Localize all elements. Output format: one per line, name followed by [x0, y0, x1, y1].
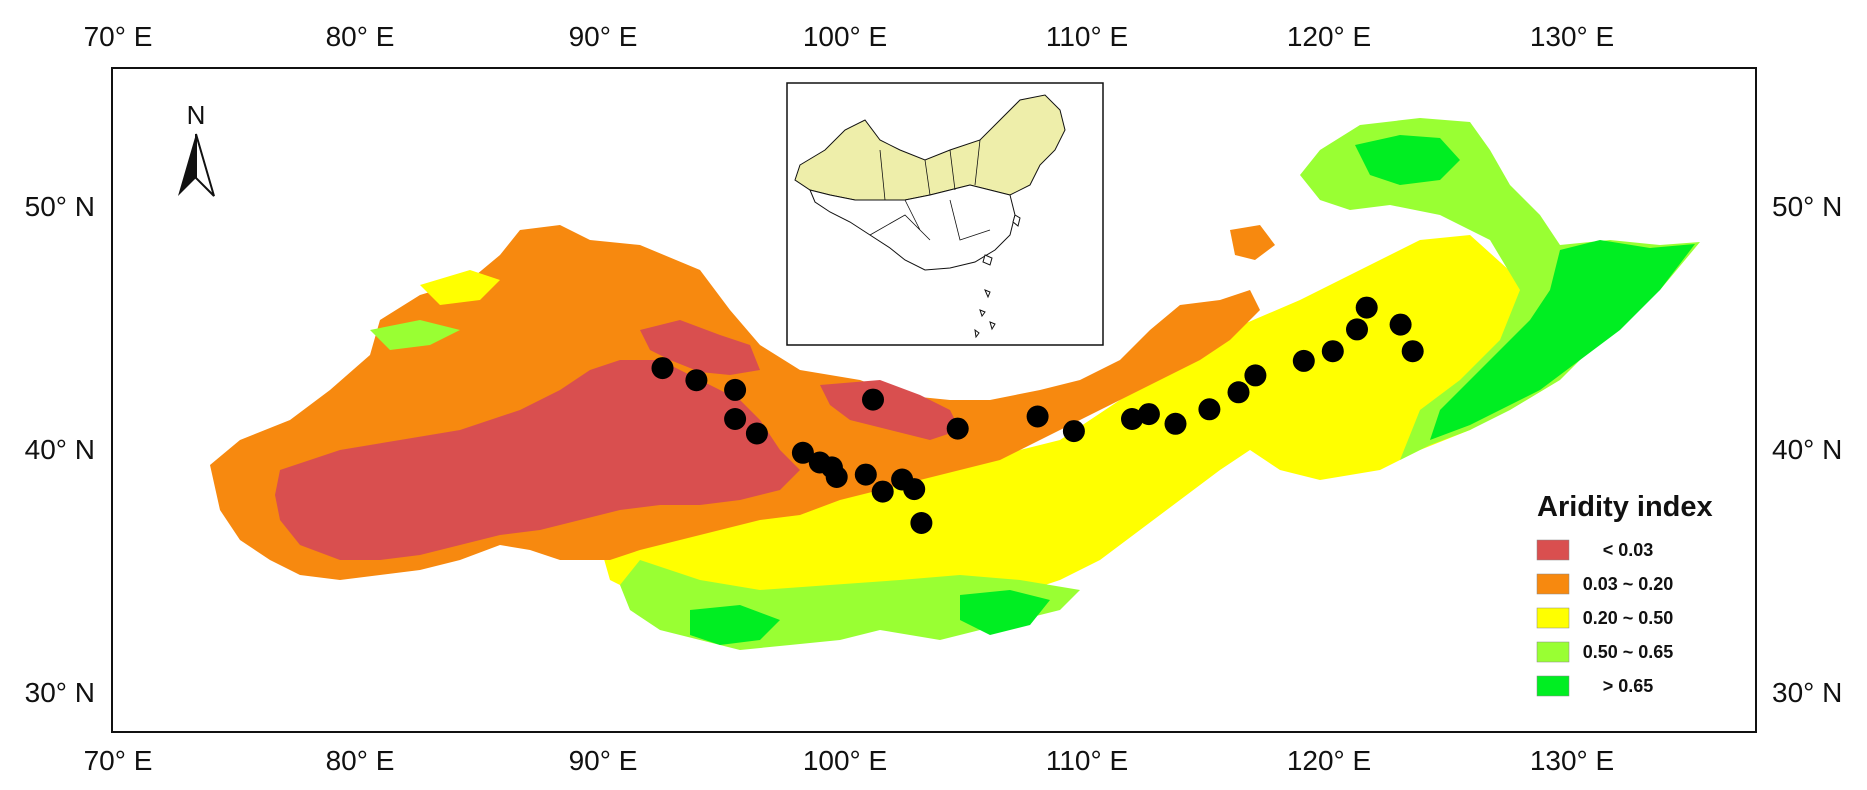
zone-arid-northeast [1230, 225, 1275, 260]
top-tick-100: 100° E [803, 21, 887, 52]
north-arrow-icon [178, 134, 196, 196]
sampling-sites [651, 296, 1424, 534]
zone-hyper-arid [275, 360, 800, 560]
top-tick-120: 120° E [1287, 21, 1371, 52]
bottom-tick-130: 130° E [1530, 745, 1614, 776]
right-tick-40: 40° N [1772, 434, 1842, 465]
site-marker-14 [910, 512, 933, 534]
right-tick-30: 30° N [1772, 677, 1842, 708]
site-marker-28 [1355, 296, 1378, 319]
legend-swatch-3 [1536, 607, 1570, 629]
site-marker-27 [1346, 318, 1368, 341]
site-marker-22 [1198, 398, 1221, 421]
legend-label-3: 0.20 ~ 0.50 [1583, 608, 1674, 628]
top-tick-130: 130° E [1530, 21, 1614, 52]
north-arrow-icon-right [195, 133, 215, 197]
left-axis: 50° N 40° N 30° N [25, 191, 95, 708]
inset-islands [974, 214, 1021, 339]
zone-hyper-arid-north [640, 320, 760, 375]
site-marker-24 [1244, 364, 1267, 387]
legend-entries: < 0.03 0.03 ~ 0.20 0.20 ~ 0.50 0.50 ~ 0.65 >… [1536, 539, 1674, 697]
inset-southern-region [809, 184, 1016, 271]
site-marker-13 [903, 478, 926, 501]
bottom-tick-80: 80° E [326, 745, 395, 776]
site-marker-19 [1121, 408, 1143, 430]
legend-title: Aridity index [1537, 491, 1713, 523]
legend-label-4: 0.50 ~ 0.65 [1583, 642, 1674, 662]
zone-humid-south [690, 605, 780, 645]
site-marker-23 [1227, 381, 1250, 404]
top-tick-70: 70° E [84, 21, 153, 52]
top-tick-80: 80° E [326, 21, 395, 52]
bottom-tick-110: 110° E [1046, 745, 1128, 776]
site-marker-21 [1164, 412, 1187, 435]
site-marker-26 [1321, 340, 1344, 363]
legend-swatch-4 [1536, 641, 1570, 663]
inset-map [786, 82, 1104, 346]
site-marker-4 [724, 408, 747, 430]
zone-hyper-arid-alxa [820, 380, 960, 440]
top-tick-110: 110° E [1046, 21, 1128, 52]
zone-semi-arid-tianshan [420, 270, 500, 305]
site-marker-18 [1062, 420, 1085, 443]
aridity-zones [210, 118, 1700, 650]
site-marker-20 [1137, 403, 1160, 426]
legend-swatch-1 [1536, 539, 1570, 561]
legend-label-5: > 0.65 [1603, 676, 1654, 696]
site-marker-3 [724, 378, 747, 401]
site-marker-11 [871, 480, 894, 503]
legend-swatch-5 [1536, 675, 1570, 697]
site-marker-1 [651, 357, 674, 380]
site-marker-5 [745, 422, 768, 445]
bottom-tick-100: 100° E [803, 745, 887, 776]
zone-humid-northeast [1430, 240, 1695, 440]
bottom-axis: 70° E 80° E 90° E 100° E 110° E 120° E 1… [84, 745, 1615, 776]
bottom-tick-90: 90° E [569, 745, 638, 776]
zone-sub-humid [1300, 118, 1700, 460]
left-tick-40: 40° N [25, 434, 95, 465]
left-tick-50: 50° N [25, 191, 95, 222]
zone-humid-south-east [960, 590, 1050, 635]
site-marker-16 [946, 417, 969, 440]
zone-sub-humid-tianshan [370, 320, 460, 350]
zone-semi-arid [600, 235, 1540, 620]
inset-province-lines [869, 139, 991, 241]
site-marker-15 [862, 388, 884, 411]
zone-humid-north [1355, 135, 1460, 185]
site-marker-10 [854, 463, 877, 486]
legend-label-1: < 0.03 [1603, 540, 1654, 560]
bottom-tick-120: 120° E [1287, 745, 1371, 776]
left-tick-30: 30° N [25, 677, 95, 708]
site-marker-25 [1292, 349, 1315, 372]
north-arrow-letter: N [187, 100, 206, 130]
right-axis: 50° N 40° N 30° N [1772, 191, 1842, 708]
site-marker-6 [791, 441, 814, 464]
north-arrow: N [178, 100, 215, 197]
right-tick-50: 50° N [1772, 191, 1842, 222]
legend: Aridity index < 0.03 0.03 ~ 0.20 0.20 ~ 0.… [1536, 491, 1713, 697]
legend-label-2: 0.03 ~ 0.20 [1583, 574, 1674, 594]
site-marker-2 [685, 369, 708, 392]
site-marker-9 [825, 466, 848, 488]
site-marker-17 [1026, 405, 1049, 428]
legend-swatch-2 [1536, 573, 1570, 595]
site-marker-30 [1401, 340, 1424, 363]
top-tick-90: 90° E [569, 21, 638, 52]
bottom-tick-70: 70° E [84, 745, 153, 776]
site-marker-29 [1389, 313, 1412, 336]
top-axis: 70° E 80° E 90° E 100° E 110° E 120° E 1… [84, 21, 1615, 52]
